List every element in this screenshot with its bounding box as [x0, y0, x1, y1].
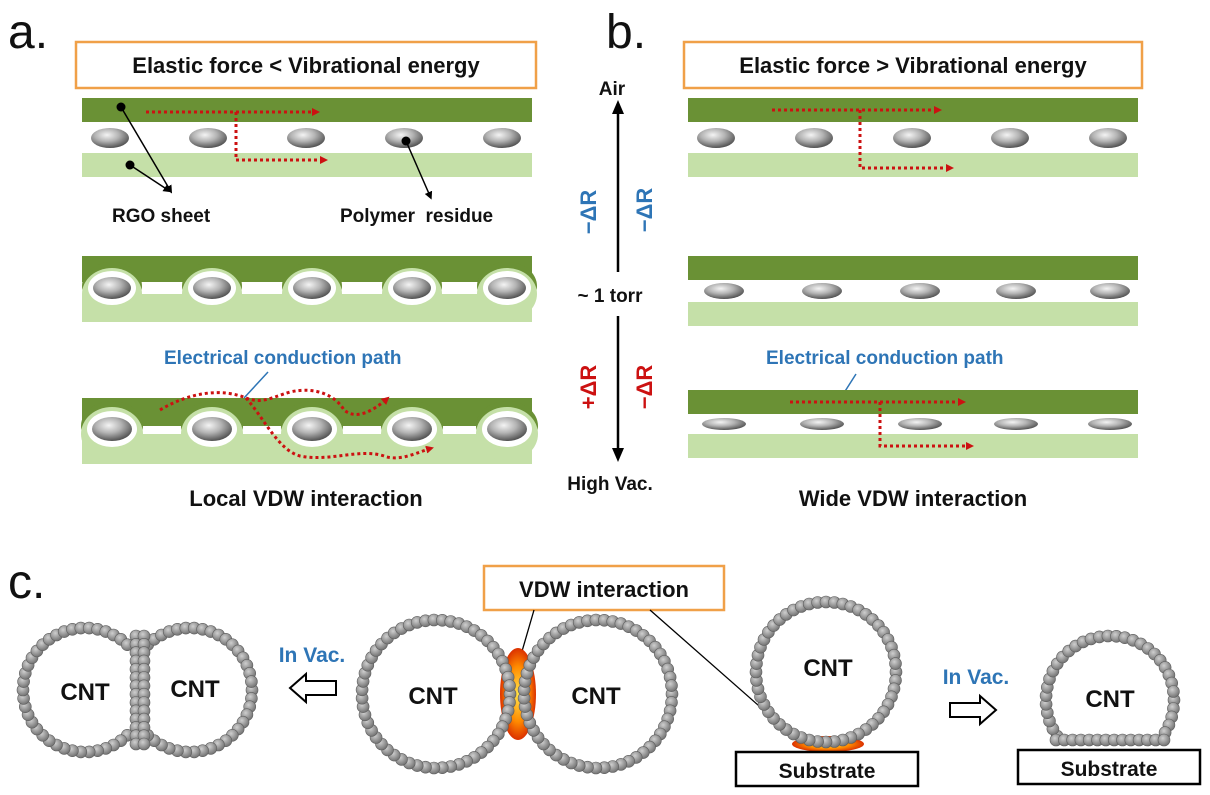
draped-layers-a3 [81, 398, 538, 464]
polymer-residue-row-b1 [697, 128, 1127, 148]
polymer-residue-row-b2 [704, 283, 1130, 299]
panel-a-letter: a. [8, 6, 48, 59]
cnt-bead [1167, 685, 1180, 698]
panel-a-caption: Local VDW interaction [189, 486, 422, 511]
cnt-label-2: CNT [170, 676, 220, 703]
draped-layers-a2 [82, 256, 537, 322]
delta-r-lower-right: −ΔR [632, 365, 657, 410]
conduction-path-arrows-a3 [159, 388, 434, 460]
panel-b-letter: b. [606, 6, 646, 59]
substrate-label-2: Substrate [1061, 758, 1158, 781]
conduction-path-arrows-b1 [772, 106, 954, 172]
hollow-arrow-right [949, 693, 998, 727]
panel-a-title-box [74, 40, 538, 90]
cnt-bead [245, 675, 258, 688]
label-pointers-a [116, 102, 433, 200]
cnt-bead [665, 679, 678, 692]
axis-top-label: Air [599, 79, 626, 100]
rgo-sheet-top-b2 [688, 256, 1138, 280]
cnt-label-4: CNT [571, 683, 621, 710]
substrate-label-1: Substrate [779, 760, 876, 783]
conduction-path-arrows-a1 [146, 108, 328, 164]
panel-b-title: Elastic force > Vibrational energy [739, 53, 1087, 78]
in-vac-label-right: In Vac. [943, 666, 1010, 689]
rgo-sheet-bottom-b3 [688, 434, 1138, 458]
cnt-bead [137, 737, 151, 751]
rgo-sheet-bottom-b2 [688, 302, 1138, 326]
panel-b-caption: Wide VDW interaction [799, 486, 1027, 511]
rgo-sheet-label: RGO sheet [112, 206, 211, 227]
panel-c: c. VDW interaction CNT CNT CNT CNT CNT C… [8, 556, 1202, 788]
cnt-label-1: CNT [60, 679, 110, 706]
polymer-residue-row-b3 [702, 418, 1132, 430]
polymer-residue-label: Polymer residue [340, 206, 493, 227]
cnt-rings [16, 595, 1181, 775]
cnt-label-3: CNT [408, 683, 458, 710]
conduction-label-a: Electrical conduction path [164, 348, 402, 369]
rgo-sheet-top [82, 98, 532, 122]
in-vac-label-left: In Vac. [279, 644, 346, 667]
axis-middle-label: ~ 1 torr [578, 286, 644, 307]
axis-bottom-label: High Vac. [567, 474, 653, 495]
substrate-1 [734, 750, 920, 788]
conduction-pointer-a [243, 371, 269, 399]
vdw-callout-box [482, 564, 726, 612]
panel-b-title-box [682, 40, 1144, 90]
axis-arrow-down [612, 448, 624, 462]
cnt-label-6: CNT [1085, 686, 1135, 713]
cnt-bead [503, 679, 516, 692]
hollow-arrow-left [288, 671, 337, 705]
pressure-axis: Air ~ 1 torr High Vac. −ΔR −ΔR +ΔR −ΔR [567, 79, 657, 495]
conduction-path-arrows-b3 [790, 398, 974, 450]
cnt-label-5: CNT [803, 655, 853, 682]
rgo-sheet-bottom-b1 [688, 153, 1138, 177]
axis-arrow-up [612, 100, 624, 114]
vdw-callout-label: VDW interaction [519, 577, 689, 602]
panel-a-title: Elastic force < Vibrational energy [132, 53, 480, 78]
substrate-2 [1016, 748, 1202, 786]
conduction-label-b: Electrical conduction path [766, 348, 1004, 369]
delta-r-upper-right: −ΔR [632, 188, 657, 233]
panel-b: b. Elastic force > Vibrational energy [606, 6, 1144, 511]
delta-r-lower-left: +ΔR [576, 365, 601, 410]
polymer-residue-row [91, 128, 521, 148]
panel-c-letter: c. [8, 556, 45, 609]
delta-r-upper-left: −ΔR [576, 190, 601, 235]
cnt-bead [1157, 733, 1171, 747]
panel-a: a. Elastic force < Vibrational energy RG… [8, 6, 538, 511]
cnt-bead [889, 657, 902, 670]
